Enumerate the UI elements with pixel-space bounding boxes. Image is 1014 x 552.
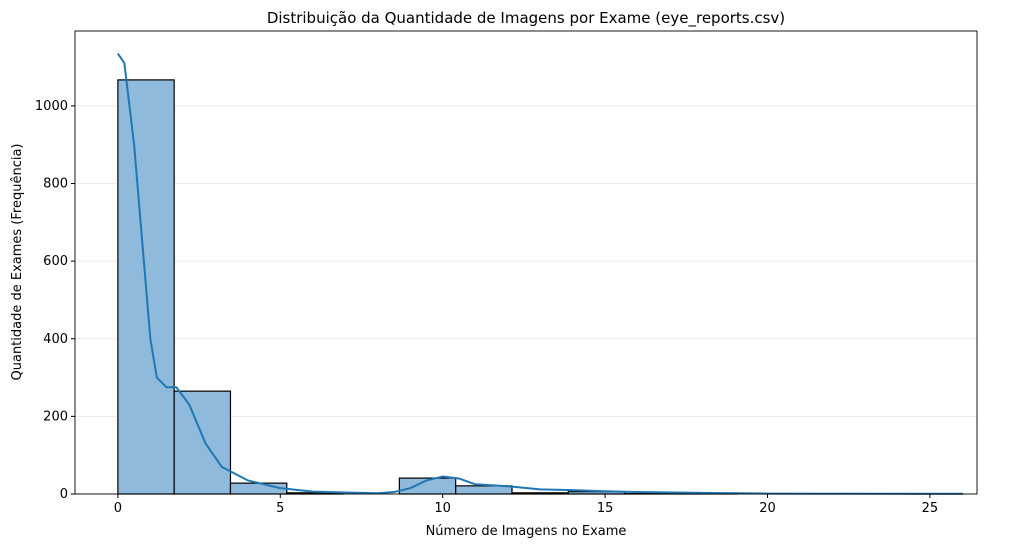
- x-tick-label: 15: [597, 501, 614, 516]
- y-tick-label: 1000: [35, 99, 68, 114]
- x-tick-label: 10: [434, 501, 451, 516]
- y-tick-label: 200: [43, 409, 68, 424]
- histogram-bar: [456, 486, 512, 494]
- x-tick-label: 25: [922, 501, 939, 516]
- y-tick-label: 0: [60, 487, 68, 502]
- y-axis-label: Quantidade de Exames (Frequência): [10, 144, 25, 381]
- y-tick-label: 400: [43, 332, 68, 347]
- histogram-bar: [174, 391, 230, 494]
- x-tick-label: 20: [759, 501, 776, 516]
- y-tick-label: 800: [43, 177, 68, 192]
- kde-curve: [118, 54, 963, 494]
- x-axis-label: Número de Imagens no Exame: [426, 524, 627, 539]
- x-tick-label: 0: [114, 501, 122, 516]
- chart-title: Distribuição da Quantidade de Imagens po…: [267, 9, 785, 28]
- y-tick-label: 600: [43, 254, 68, 269]
- x-tick-label: 5: [276, 501, 284, 516]
